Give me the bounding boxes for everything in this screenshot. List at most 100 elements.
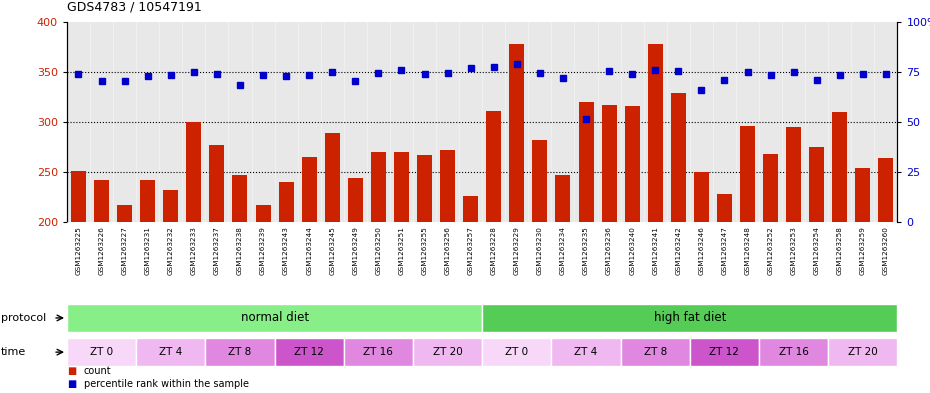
Text: time: time [1, 347, 26, 357]
Text: ZT 0: ZT 0 [505, 347, 528, 357]
Text: ZT 8: ZT 8 [229, 347, 252, 357]
Text: ZT 16: ZT 16 [364, 347, 393, 357]
Bar [117, 205, 132, 222]
Bar [856, 168, 870, 222]
Bar [301, 157, 317, 222]
Text: GSM1263253: GSM1263253 [790, 226, 797, 275]
Text: GSM1263249: GSM1263249 [352, 226, 358, 275]
Bar [690, 338, 759, 366]
Text: ■: ■ [67, 378, 76, 389]
Bar [602, 105, 617, 222]
Bar [671, 93, 685, 222]
Bar [440, 150, 455, 222]
Text: ZT 20: ZT 20 [432, 347, 462, 357]
Bar [164, 190, 179, 222]
Text: GSM1263241: GSM1263241 [652, 226, 658, 275]
Text: high fat diet: high fat diet [654, 311, 726, 325]
Bar [551, 338, 620, 366]
Text: GSM1263239: GSM1263239 [260, 226, 266, 275]
Text: GSM1263256: GSM1263256 [445, 226, 451, 275]
Bar [463, 196, 478, 222]
Text: ZT 20: ZT 20 [848, 347, 878, 357]
Text: GSM1263232: GSM1263232 [167, 226, 174, 275]
Bar [325, 133, 339, 222]
Bar [717, 194, 732, 222]
Bar [67, 338, 136, 366]
Text: GSM1263250: GSM1263250 [376, 226, 381, 275]
Bar [759, 338, 829, 366]
Bar [879, 158, 894, 222]
Bar [625, 106, 640, 222]
Text: GSM1263237: GSM1263237 [214, 226, 219, 275]
Bar [486, 111, 501, 222]
Bar [832, 112, 847, 222]
Text: GSM1263259: GSM1263259 [860, 226, 866, 275]
Text: GSM1263230: GSM1263230 [537, 226, 543, 275]
Bar [647, 44, 663, 222]
Bar [413, 338, 482, 366]
Text: GSM1263227: GSM1263227 [122, 226, 127, 275]
Text: GSM1263254: GSM1263254 [814, 226, 819, 275]
Text: GSM1263248: GSM1263248 [745, 226, 751, 275]
Bar [532, 140, 548, 222]
Text: GSM1263240: GSM1263240 [630, 226, 635, 275]
Text: GSM1263242: GSM1263242 [675, 226, 682, 275]
Text: GSM1263231: GSM1263231 [145, 226, 151, 275]
Text: ZT 4: ZT 4 [575, 347, 598, 357]
Bar [620, 338, 690, 366]
Text: GSM1263228: GSM1263228 [491, 226, 497, 275]
Text: GSM1263225: GSM1263225 [75, 226, 82, 275]
Text: ZT 16: ZT 16 [778, 347, 808, 357]
Bar [274, 338, 344, 366]
Bar [786, 127, 801, 222]
Text: GSM1263245: GSM1263245 [329, 226, 335, 275]
Bar [94, 180, 109, 222]
Bar [482, 304, 897, 332]
Bar [232, 175, 247, 222]
Text: GSM1263258: GSM1263258 [837, 226, 843, 275]
Bar [140, 180, 155, 222]
Bar [510, 44, 525, 222]
Bar [694, 172, 709, 222]
Bar [829, 338, 897, 366]
Bar [764, 154, 778, 222]
Text: GSM1263238: GSM1263238 [237, 226, 243, 275]
Bar [206, 338, 274, 366]
Text: GSM1263244: GSM1263244 [306, 226, 312, 275]
Text: GSM1263252: GSM1263252 [767, 226, 774, 275]
Bar [371, 152, 386, 222]
Text: protocol: protocol [1, 313, 46, 323]
Text: GSM1263251: GSM1263251 [398, 226, 405, 275]
Text: GSM1263260: GSM1263260 [883, 226, 889, 275]
Text: GSM1263243: GSM1263243 [283, 226, 289, 275]
Bar [136, 338, 206, 366]
Text: GSM1263233: GSM1263233 [191, 226, 197, 275]
Text: GSM1263246: GSM1263246 [698, 226, 704, 275]
Bar [809, 147, 824, 222]
Bar [209, 145, 224, 222]
Text: ZT 8: ZT 8 [644, 347, 667, 357]
Bar [417, 155, 432, 222]
Bar [344, 338, 413, 366]
Text: GSM1263234: GSM1263234 [560, 226, 566, 275]
Bar [186, 122, 201, 222]
Text: GSM1263257: GSM1263257 [468, 226, 473, 275]
Bar [256, 205, 271, 222]
Text: percentile rank within the sample: percentile rank within the sample [84, 378, 248, 389]
Bar [578, 102, 593, 222]
Bar [555, 175, 570, 222]
Text: GSM1263255: GSM1263255 [421, 226, 428, 275]
Text: ■: ■ [67, 366, 76, 376]
Text: GSM1263247: GSM1263247 [722, 226, 727, 275]
Bar [279, 182, 294, 222]
Text: GSM1263229: GSM1263229 [513, 226, 520, 275]
Text: normal diet: normal diet [241, 311, 309, 325]
Bar [482, 338, 551, 366]
Text: GDS4783 / 10547191: GDS4783 / 10547191 [67, 1, 202, 14]
Text: ZT 4: ZT 4 [159, 347, 182, 357]
Bar [740, 126, 755, 222]
Text: GSM1263235: GSM1263235 [583, 226, 589, 275]
Text: GSM1263226: GSM1263226 [99, 226, 104, 275]
Text: ZT 12: ZT 12 [294, 347, 325, 357]
Text: GSM1263236: GSM1263236 [606, 226, 612, 275]
